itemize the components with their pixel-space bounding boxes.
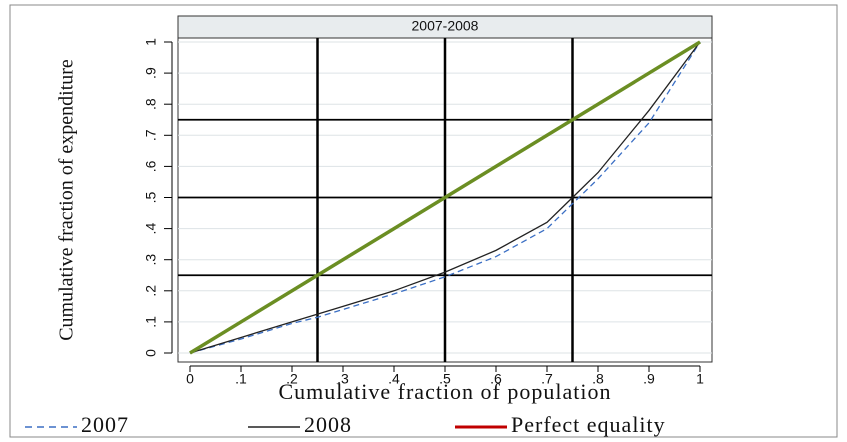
x-tick-label: 1 (696, 371, 704, 387)
legend-label: 2007 (81, 412, 129, 437)
y-tick-label: .4 (143, 223, 159, 235)
x-tick-label: .4 (388, 371, 400, 387)
x-tick-label: .9 (643, 371, 655, 387)
y-tick-label: .7 (143, 129, 159, 141)
chart-title: 2007-2008 (412, 18, 479, 34)
x-tick-label: .6 (490, 371, 502, 387)
series-line (189, 41, 701, 354)
x-axis-label: Cumulative fraction of population (279, 379, 612, 404)
y-tick-label: 0 (143, 349, 159, 357)
series-line (189, 41, 701, 354)
legend-label: Perfect equality (511, 412, 666, 437)
y-tick-label: .8 (143, 98, 159, 110)
y-tick-label: .1 (143, 316, 159, 328)
y-tick-label: 1 (143, 38, 159, 46)
y-tick-label: .6 (143, 160, 159, 172)
x-tick-label: .8 (592, 371, 604, 387)
x-tick-label: .5 (439, 371, 451, 387)
legend-label: 2008 (304, 412, 352, 437)
x-tick-label: .3 (337, 371, 349, 387)
x-tick-label: .1 (235, 371, 247, 387)
y-tick-label: .3 (143, 254, 159, 266)
y-tick-label: .2 (143, 285, 159, 297)
chart-border (9, 4, 838, 438)
y-tick-label: .9 (143, 67, 159, 79)
series-line (189, 40, 701, 355)
x-tick-label: .2 (286, 371, 298, 387)
y-axis-label: Cumulative fraction of expenditure (56, 59, 78, 341)
x-tick-label: .7 (541, 371, 553, 387)
y-tick-label: .5 (143, 191, 159, 203)
x-tick-label: 0 (186, 371, 194, 387)
